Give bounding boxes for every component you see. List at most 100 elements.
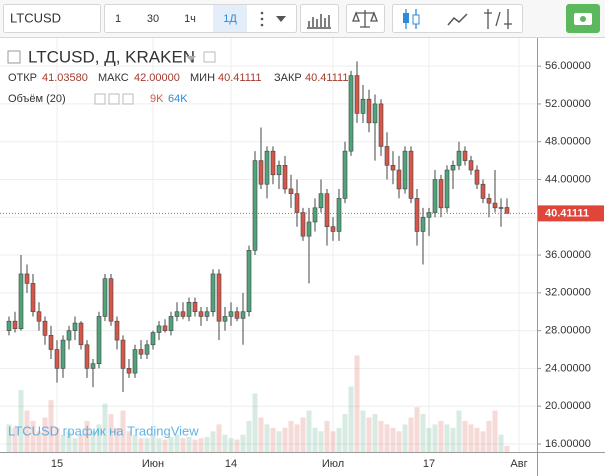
volume-bar — [468, 424, 474, 452]
volume-icons[interactable] — [94, 93, 134, 105]
candle-body — [264, 150, 270, 185]
volume-bar — [78, 434, 84, 452]
candle-body — [486, 198, 492, 204]
candle-body — [432, 179, 438, 213]
candle-body — [222, 316, 228, 322]
volume-bar — [366, 417, 372, 452]
volume-bar — [354, 355, 360, 452]
volume-bar — [186, 436, 192, 452]
volume-bar — [372, 414, 378, 452]
candle-body — [240, 311, 246, 319]
candle-icon-body — [403, 13, 409, 23]
volume-bar — [168, 436, 174, 452]
volume-bar — [42, 417, 48, 452]
candle-body — [462, 150, 468, 161]
candle-body — [12, 320, 18, 330]
y-tick-label: 32.00000 — [545, 287, 591, 299]
volume-bar — [432, 424, 438, 452]
volume-bar — [456, 410, 462, 452]
candle-body — [66, 330, 72, 341]
volume-bar — [102, 403, 108, 452]
indicators-icon — [307, 14, 331, 29]
volume-bar — [174, 434, 180, 452]
candle-body — [48, 335, 54, 350]
candle-body — [384, 146, 390, 166]
volume-ma-value: 64K — [168, 93, 188, 105]
volume-bar — [474, 427, 480, 452]
candle-body — [60, 339, 66, 369]
volume-bar — [390, 427, 396, 452]
volume-bar — [162, 439, 168, 452]
y-tick-label: 52.00000 — [545, 98, 591, 110]
interval-button[interactable]: 1Д — [223, 13, 237, 25]
candle-body — [474, 169, 480, 185]
interval-button[interactable]: 30 — [147, 13, 159, 25]
volume-bar — [282, 427, 288, 452]
candle-body — [144, 344, 150, 355]
candle-body — [24, 273, 30, 284]
candle-body — [456, 150, 462, 166]
candle-body — [150, 332, 156, 346]
candle-body — [114, 320, 120, 341]
volume-bar — [240, 434, 246, 452]
volume-bar — [228, 438, 234, 452]
candle-body — [132, 349, 138, 374]
candle-body — [90, 363, 96, 369]
volume-bar — [414, 407, 420, 452]
volume-bar — [492, 410, 498, 452]
volume-bar — [342, 414, 348, 452]
candle-body — [288, 188, 294, 194]
legend-settings-icon[interactable] — [203, 51, 216, 63]
candle-body — [234, 311, 240, 319]
volume-bar — [6, 424, 12, 452]
candle-body — [96, 316, 102, 364]
ohlc-name: ОТКР — [8, 72, 37, 84]
volume-bar — [252, 393, 258, 452]
volume-bar — [318, 431, 324, 452]
volume-bar — [72, 438, 78, 452]
symbol-box[interactable] — [3, 4, 101, 33]
candle-body — [186, 301, 192, 317]
volume-bar — [276, 431, 282, 452]
more-icon[interactable] — [260, 11, 264, 27]
volume-bar — [258, 417, 264, 452]
interval-group — [104, 4, 297, 33]
interval-button[interactable]: 1ч — [184, 13, 196, 25]
ohlc-value: 40.41111 — [218, 72, 261, 84]
line-icon[interactable] — [447, 13, 468, 26]
volume-bar — [204, 436, 210, 452]
bars-icon[interactable] — [484, 9, 512, 29]
watermark: LTCUSD график на TradingView — [8, 423, 199, 438]
compare-icon — [352, 10, 378, 28]
x-tick-label: 14 — [225, 458, 237, 470]
candle-body — [498, 207, 504, 209]
volume-bar — [348, 386, 354, 452]
volume-bar — [486, 420, 492, 452]
ohlc-value: 41.03580 — [42, 72, 88, 84]
volume-bar — [408, 417, 414, 452]
volume-bar — [378, 420, 384, 452]
dropdown-icon[interactable] — [276, 16, 286, 22]
candle-body — [180, 311, 186, 317]
volume-bar — [498, 434, 504, 452]
camera-lens — [579, 15, 587, 23]
volume-bar — [138, 438, 144, 452]
candle-body — [156, 325, 162, 333]
volume-bar — [504, 445, 510, 452]
ohlc-value: 42.00000 — [134, 72, 180, 84]
candle-body — [192, 301, 198, 313]
candle-body — [42, 320, 48, 336]
interval-button[interactable]: 1 — [115, 13, 121, 25]
candle-body — [228, 311, 234, 317]
active-interval-bg — [213, 5, 247, 32]
volume-bar — [150, 434, 156, 452]
volume-bar — [306, 410, 312, 452]
candle-body — [420, 216, 426, 232]
legend-dropdown[interactable] — [186, 56, 196, 61]
candle-body — [282, 165, 288, 190]
candle-body — [102, 278, 108, 317]
y-tick-label: 16.00000 — [545, 438, 591, 450]
x-tick-label: Июн — [142, 458, 164, 470]
x-tick-label: Авг — [510, 458, 527, 470]
candle-body — [174, 311, 180, 317]
